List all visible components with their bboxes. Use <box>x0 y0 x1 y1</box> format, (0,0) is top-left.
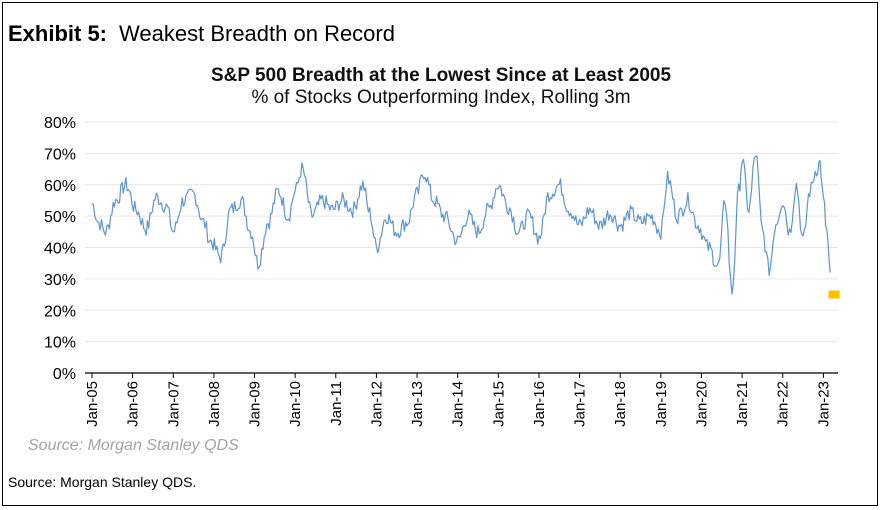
exhibit-title: Weakest Breadth on Record <box>119 21 395 46</box>
x-tick-label: Jan-21 <box>734 381 751 427</box>
breadth-series-line <box>91 155 831 295</box>
y-tick-label: 30% <box>44 272 76 289</box>
x-tick-label: Jan-08 <box>206 381 223 427</box>
y-tick-label: 80% <box>44 115 76 132</box>
x-tick-label: Jan-13 <box>409 381 426 427</box>
y-tick-label: 0% <box>53 366 76 383</box>
y-tick-label: 50% <box>44 209 76 226</box>
x-tick-label: Jan-05 <box>84 381 101 427</box>
y-tick-label: 60% <box>44 178 76 195</box>
x-tick-label: Jan-20 <box>693 381 710 427</box>
chart-title: S&P 500 Breadth at the Lowest Since at L… <box>210 65 672 86</box>
x-tick-label: Jan-22 <box>775 381 792 427</box>
x-tick-label: Jan-09 <box>247 381 264 427</box>
x-tick-label: Jan-07 <box>165 381 182 427</box>
x-tick-label: Jan-11 <box>328 381 345 426</box>
chart-subtitle: % of Stocks Outperforming Index, Rolling… <box>251 87 631 108</box>
x-tick-label: Jan-10 <box>287 381 304 427</box>
exhibit-source-note: Source: Morgan Stanley QDS. <box>8 474 197 490</box>
x-tick-label: Jan-06 <box>125 381 142 427</box>
y-tick-label: 10% <box>44 335 76 352</box>
x-tick-label: Jan-19 <box>653 381 670 427</box>
chart-source-note: Source: Morgan Stanley QDS <box>28 437 239 454</box>
x-tick-label: Jan-23 <box>815 381 832 427</box>
x-tick-label: Jan-17 <box>572 381 589 427</box>
exhibit-number: Exhibit 5: <box>8 21 108 46</box>
x-tick-label: Jan-15 <box>490 381 507 427</box>
y-tick-label: 20% <box>44 303 76 320</box>
y-tick-label: 40% <box>44 241 76 258</box>
x-tick-label: Jan-12 <box>368 381 385 427</box>
exhibit-heading: Exhibit 5: Weakest Breadth on Record <box>8 21 395 47</box>
y-tick-label: 70% <box>44 146 76 163</box>
latest-value-marker <box>828 290 840 299</box>
x-tick-label: Jan-14 <box>450 381 467 427</box>
x-tick-label: Jan-16 <box>531 381 548 427</box>
x-tick-label: Jan-18 <box>612 381 629 427</box>
